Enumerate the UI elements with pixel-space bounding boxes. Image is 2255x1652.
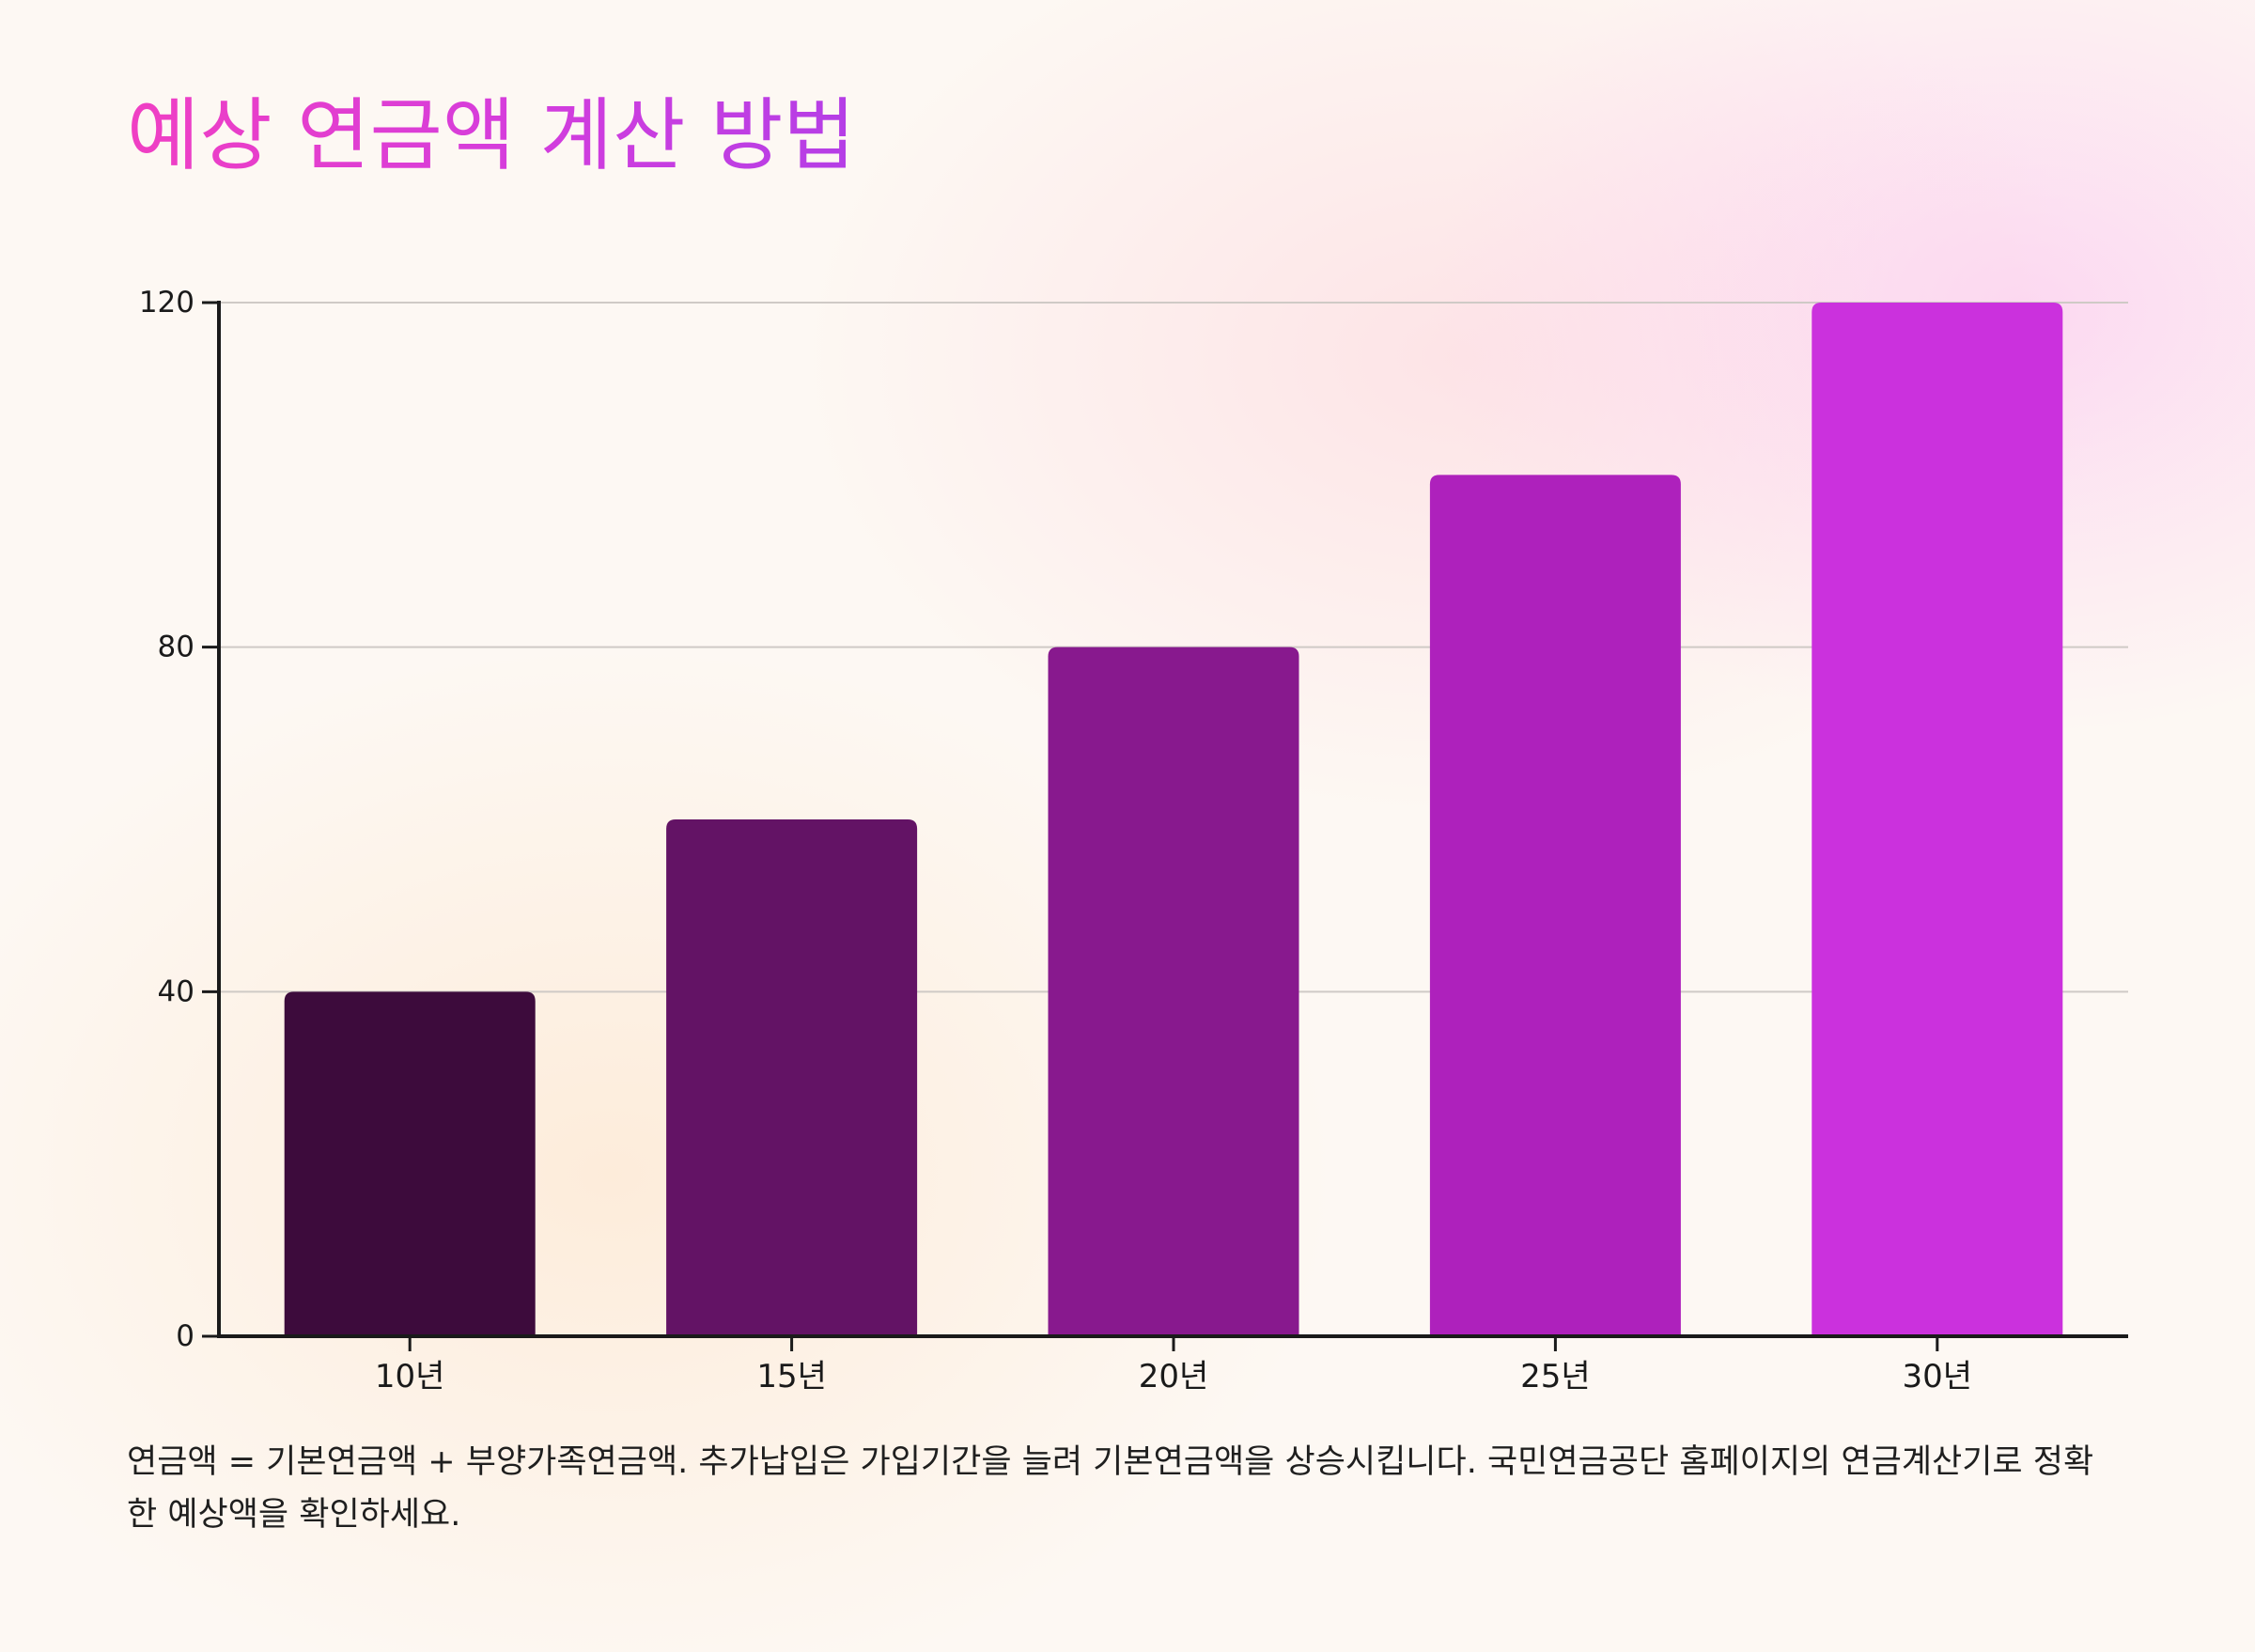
bar-20년 <box>1048 647 1299 1336</box>
axes <box>202 301 2128 1351</box>
bar-25년 <box>1429 475 1681 1336</box>
bar-chart: 0 40 80 120 10년 15년 20년 25년 30년 <box>139 286 2128 1395</box>
x-tick-label: 30년 <box>1903 1358 1973 1395</box>
chart-caption: 연금액 = 기본연금액 + 부양가족연금액. 추가납입은 가입기간을 늘려 기본… <box>127 1443 2094 1534</box>
chart-title: 예상 연금액 계산 방법 <box>127 89 856 181</box>
x-tick-label: 15년 <box>756 1358 827 1395</box>
tick-labels: 0 40 80 120 10년 15년 20년 25년 30년 <box>139 286 1972 1395</box>
y-tick-label: 0 <box>176 1319 194 1353</box>
bar-10년 <box>284 991 536 1336</box>
bar-15년 <box>666 819 918 1336</box>
x-tick-label: 10년 <box>375 1358 445 1395</box>
y-tick-label: 80 <box>158 631 194 664</box>
bars <box>284 303 2063 1336</box>
y-tick-label: 120 <box>139 286 194 319</box>
bar-30년 <box>1812 303 2063 1336</box>
x-tick-label: 20년 <box>1139 1358 1209 1395</box>
y-tick-label: 40 <box>158 974 194 1008</box>
x-tick-label: 25년 <box>1520 1358 1591 1395</box>
